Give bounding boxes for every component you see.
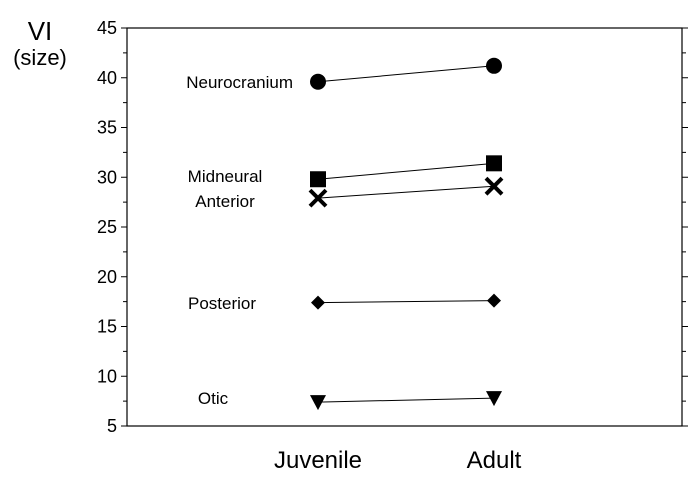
marker-posterior-juvenile [311,295,325,310]
x-category-label-adult: Adult [467,447,522,474]
y-tick-label-35: 35 [97,118,117,138]
marker-anterior-juvenile [308,188,328,208]
marker-anterior-adult [484,176,504,196]
series-label-midneural: Midneural [188,167,263,186]
series-label-anterior: Anterior [195,192,255,211]
y-tick-label-10: 10 [97,366,117,386]
y-tick-label-15: 15 [97,317,117,337]
series-label-neurocranium: Neurocranium [186,73,293,92]
series-line-neurocranium [317,65,495,83]
marker-neurocranium-adult [486,57,502,74]
x-category-label-juvenile: Juvenile [274,447,362,474]
marker-neurocranium-juvenile [310,73,326,90]
marker-posterior-adult [487,293,501,308]
y-axis-title: VI [28,16,53,46]
y-tick-label-25: 25 [97,217,117,237]
series-line-anterior [317,185,495,199]
y-tick-label-40: 40 [97,68,117,88]
y-tick-label-30: 30 [97,167,117,187]
marker-otic-juvenile [310,395,326,411]
series-lines [317,65,495,403]
marker-midneural-juvenile [310,171,326,188]
series-label-posterior: Posterior [188,294,256,313]
y-tick-label-20: 20 [97,267,117,287]
series-line-midneural [317,162,495,180]
series-line-posterior [317,300,495,304]
marker-otic-adult [486,391,502,407]
y-axis-ticks [121,27,688,427]
marker-midneural-adult [486,155,502,172]
series-line-otic [317,397,495,403]
series-markers [308,57,504,411]
x-axis-category-labels: Juvenile Adult [274,447,522,474]
y-tick-label-45: 45 [97,18,117,38]
series-labels: Neurocranium Midneural Anterior Posterior Ot… [186,73,293,408]
y-axis-title-units: (size) [13,45,67,70]
y-tick-label-5: 5 [107,416,117,436]
y-axis-tick-labels: 5 10 15 20 25 30 35 40 45 [97,18,117,436]
series-label-otic: Otic [198,389,229,408]
